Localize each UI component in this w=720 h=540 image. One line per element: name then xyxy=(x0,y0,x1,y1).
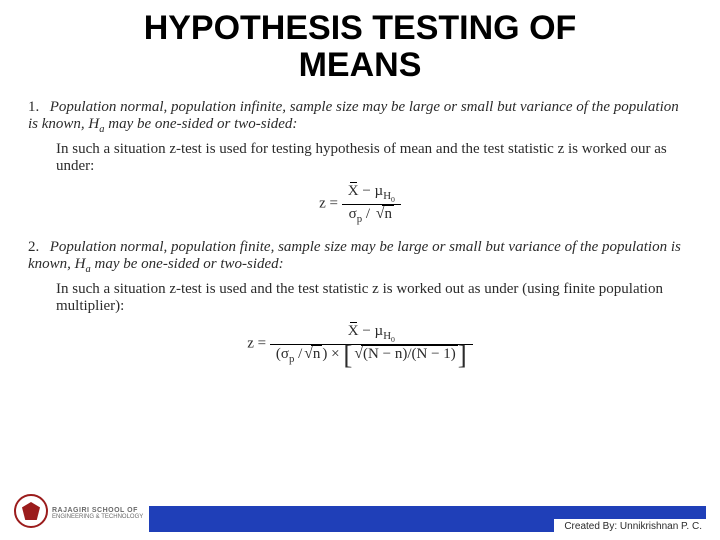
school-line-2: ENGINEERING & TECHNOLOGY xyxy=(52,514,143,520)
formula-2: z = X − µH0 (σp /√n) × [√(N − n)/(N − 1)… xyxy=(28,323,692,365)
condition-text: Population normal, population infinite, … xyxy=(28,99,679,132)
denominator: σp / √n xyxy=(342,204,401,225)
footer: RAJAGIRI SCHOOL OF ENGINEERING & TECHNOL… xyxy=(14,506,706,532)
denominator: (σp /√n) × [√(N − n)/(N − 1)] xyxy=(270,344,473,365)
condition-text: Population normal, population finite, sa… xyxy=(28,239,681,272)
explanation-text: In such a situation z-test is used for t… xyxy=(56,141,692,175)
item-number: 1. xyxy=(28,99,46,116)
formula-lhs: z = xyxy=(247,335,270,351)
content-area: 1. Population normal, population infinit… xyxy=(0,85,720,365)
numerator: X − µH0 xyxy=(342,183,401,204)
fraction: X − µH0 σp / √n xyxy=(342,183,401,225)
ha-symbol: Ha xyxy=(88,116,104,132)
logo-block: RAJAGIRI SCHOOL OF ENGINEERING & TECHNOL… xyxy=(14,492,149,532)
formula-1: z = X − µH0 σp / √n xyxy=(28,183,692,225)
x-bar: X xyxy=(348,323,359,340)
ha-symbol: Ha xyxy=(75,256,91,272)
explanation-text: In such a situation z-test is used and t… xyxy=(56,281,692,315)
page-title: HYPOTHESIS TESTING OF MEANS xyxy=(0,0,720,85)
title-line-2: MEANS xyxy=(0,47,720,84)
numerator: X − µH0 xyxy=(270,323,473,344)
formula-lhs: z = xyxy=(319,195,342,211)
fraction: X − µH0 (σp /√n) × [√(N − n)/(N − 1)] xyxy=(270,323,473,365)
school-name: RAJAGIRI SCHOOL OF ENGINEERING & TECHNOL… xyxy=(52,507,143,520)
x-bar: X xyxy=(348,183,359,200)
sqrt-n: √n xyxy=(374,205,394,223)
bracket-right: ] xyxy=(458,347,467,363)
school-crest-icon xyxy=(14,494,48,528)
slide-page: HYPOTHESIS TESTING OF MEANS 1. Populatio… xyxy=(0,0,720,540)
sqrt-n: √n xyxy=(302,345,322,363)
item-number: 2. xyxy=(28,239,46,256)
credit-text: Created By: Unnikrishnan P. C. xyxy=(554,519,706,532)
list-item-1: 1. Population normal, population infinit… xyxy=(28,99,692,225)
bracket-left: [ xyxy=(343,347,352,363)
title-line-1: HYPOTHESIS TESTING OF xyxy=(0,10,720,47)
list-item-2: 2. Population normal, population finite,… xyxy=(28,239,692,365)
cond-part-b: may be one-sided or two-sided: xyxy=(91,256,284,272)
cond-part-b: may be one-sided or two-sided: xyxy=(105,116,298,132)
school-line-1: RAJAGIRI SCHOOL OF xyxy=(52,507,143,514)
sqrt-fpc: √(N − n)/(N − 1) xyxy=(352,345,457,363)
